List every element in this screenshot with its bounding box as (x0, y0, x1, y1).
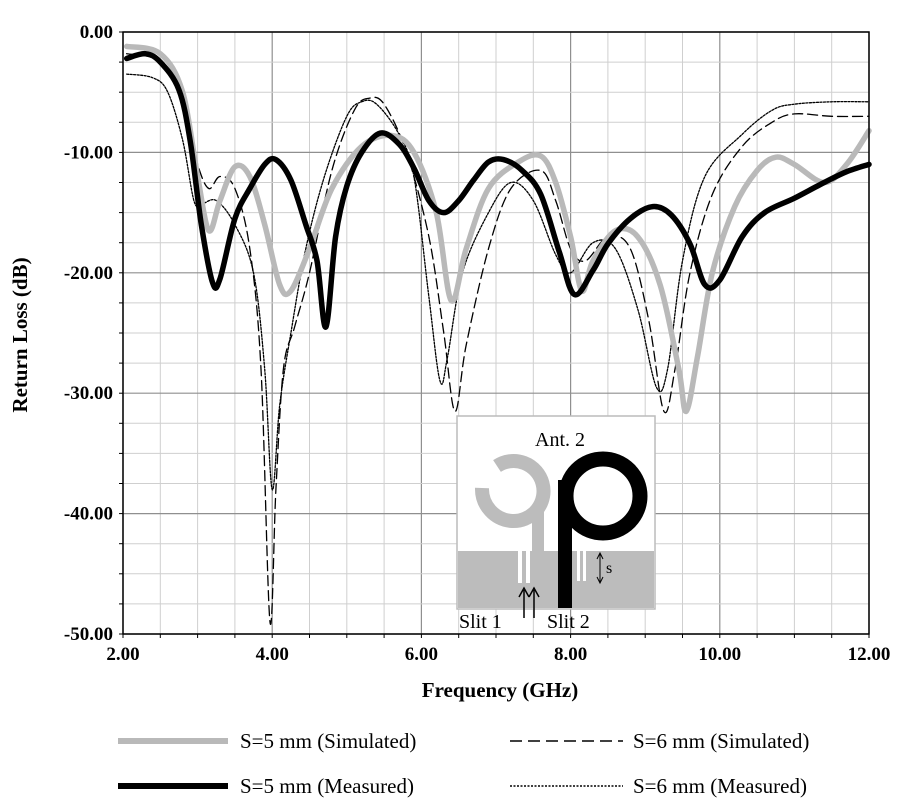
y-tick-label: -50.00 (64, 624, 113, 645)
legend-label-sim-s5: S=5 mm (Simulated) (240, 729, 416, 753)
y-axis-title: Return Loss (dB) (8, 257, 32, 412)
y-tick-label: -10.00 (64, 142, 113, 163)
slit-2-left (577, 551, 580, 581)
legend-label-meas-s6: S=6 mm (Measured) (633, 774, 807, 798)
antenna-inset: Ant. 2 s Slit 1 Slit 2 (456, 415, 656, 633)
y-tick-label: 0.00 (80, 22, 113, 43)
series-line-2 (123, 50, 872, 330)
black-feed-line (558, 480, 572, 608)
s-arrow-head-bottom (596, 576, 604, 585)
x-tick-label: 8.00 (554, 644, 587, 665)
slit-1-label: Slit 1 (459, 611, 502, 633)
s-arrow-head-top (596, 551, 604, 560)
series-group (123, 43, 872, 626)
x-tick-label: 2.00 (106, 644, 139, 665)
x-tick-label: 10.00 (698, 644, 741, 665)
series-line-0 (123, 43, 872, 415)
ground-plane (458, 551, 654, 608)
y-tick-label: -20.00 (64, 263, 113, 284)
slit-2-arrow-head (528, 586, 540, 598)
slit-2-label: Slit 2 (547, 611, 590, 633)
slit-1-arrow-head (518, 586, 530, 598)
plot-frame (119, 31, 870, 638)
legend: S=5 mm (Simulated) S=6 mm (Simulated) S=… (118, 729, 809, 798)
series-line-3 (126, 73, 870, 491)
slit-2-right (583, 551, 586, 581)
tick-labels: 2.00 4.00 6.00 8.00 10.00 12.00 0.00 -10.00 -20.… (64, 22, 890, 665)
x-axis-title: Frequency (GHz) (422, 678, 579, 702)
s-label: s (606, 560, 612, 577)
y-tick-label: -40.00 (64, 504, 113, 525)
legend-label-meas-s5: S=5 mm (Measured) (240, 774, 414, 798)
legend-label-sim-s6: S=6 mm (Simulated) (633, 729, 809, 753)
x-tick-label: 4.00 (256, 644, 289, 665)
slit-1-right (526, 551, 530, 583)
x-tick-label: 12.00 (848, 644, 891, 665)
slit-1-left (518, 551, 522, 583)
x-tick-label: 6.00 (405, 644, 438, 665)
grey-feed-line (532, 505, 544, 555)
inset-title: Ant. 2 (535, 429, 585, 451)
y-tick-label: -30.00 (64, 383, 113, 404)
